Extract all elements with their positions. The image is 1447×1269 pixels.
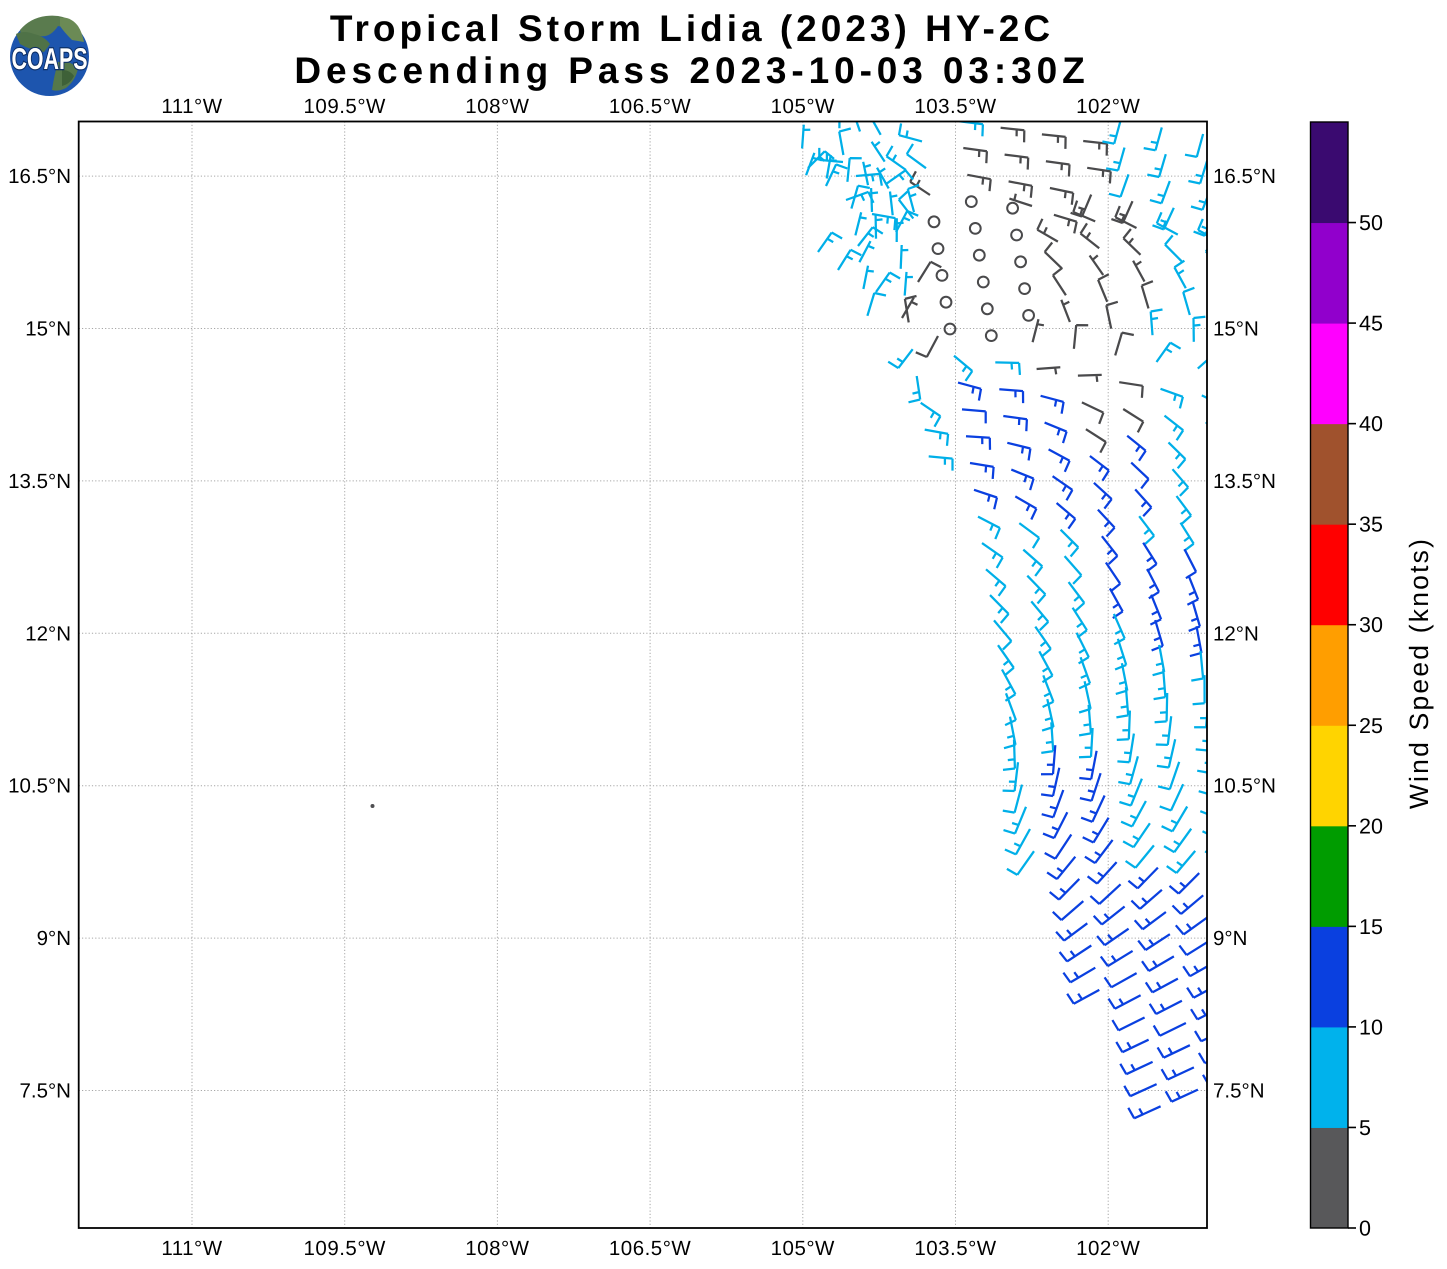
svg-text:30: 30	[1359, 613, 1383, 637]
svg-text:10: 10	[1359, 1015, 1383, 1039]
svg-text:15°N: 15°N	[1213, 318, 1259, 341]
svg-text:40: 40	[1359, 412, 1383, 436]
svg-text:108°W: 108°W	[465, 1237, 529, 1260]
svg-text:102°W: 102°W	[1076, 1237, 1140, 1260]
svg-text:111°W: 111°W	[161, 1237, 222, 1260]
svg-text:10.5°N: 10.5°N	[8, 775, 71, 798]
svg-text:15: 15	[1359, 915, 1383, 939]
svg-text:16.5°N: 16.5°N	[8, 165, 71, 188]
svg-text:50: 50	[1359, 211, 1383, 235]
svg-text:25: 25	[1359, 714, 1383, 738]
svg-text:106.5°W: 106.5°W	[609, 95, 691, 118]
svg-text:COAPS: COAPS	[12, 43, 88, 76]
svg-text:105°W: 105°W	[771, 95, 835, 118]
svg-text:13.5°N: 13.5°N	[1213, 470, 1276, 493]
svg-text:35: 35	[1359, 513, 1383, 537]
svg-text:16.5°N: 16.5°N	[1213, 165, 1276, 188]
svg-text:108°W: 108°W	[465, 95, 529, 118]
svg-text:13.5°N: 13.5°N	[8, 470, 71, 493]
svg-text:7.5°N: 7.5°N	[19, 1080, 71, 1103]
svg-text:20: 20	[1359, 814, 1383, 838]
svg-text:111°W: 111°W	[161, 95, 222, 118]
svg-text:106.5°W: 106.5°W	[609, 1237, 691, 1260]
svg-text:103.5°W: 103.5°W	[914, 95, 996, 118]
svg-text:12°N: 12°N	[25, 622, 71, 645]
svg-text:Descending Pass 2023-10-03 03:: Descending Pass 2023-10-03 03:30Z	[294, 50, 1089, 91]
svg-text:5: 5	[1359, 1116, 1371, 1140]
svg-text:12°N: 12°N	[1213, 622, 1259, 645]
svg-text:109.5°W: 109.5°W	[304, 95, 386, 118]
svg-text:Tropical Storm Lidia (2023) HY: Tropical Storm Lidia (2023) HY-2C	[330, 8, 1054, 49]
svg-text:10.5°N: 10.5°N	[1213, 775, 1276, 798]
svg-text:105°W: 105°W	[771, 1237, 835, 1260]
svg-text:15°N: 15°N	[25, 318, 71, 341]
svg-text:109.5°W: 109.5°W	[304, 1237, 386, 1260]
svg-text:45: 45	[1359, 312, 1383, 336]
svg-text:9°N: 9°N	[37, 927, 71, 950]
svg-text:7.5°N: 7.5°N	[1213, 1080, 1265, 1103]
svg-text:102°W: 102°W	[1076, 95, 1140, 118]
svg-text:9°N: 9°N	[1213, 927, 1247, 950]
svg-text:Wind Speed (knots): Wind Speed (knots)	[1404, 537, 1434, 809]
svg-text:0: 0	[1359, 1217, 1371, 1241]
svg-text:103.5°W: 103.5°W	[914, 1237, 996, 1260]
